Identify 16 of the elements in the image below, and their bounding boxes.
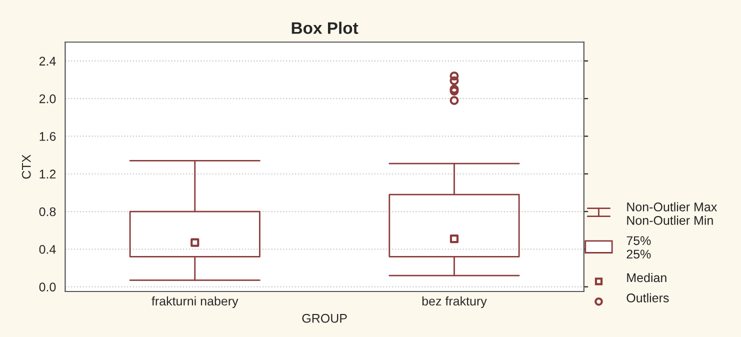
y-tick-label: 0.8 — [39, 207, 56, 216]
y-tick-label: 2.4 — [39, 56, 56, 66]
x-tick-label: frakturni nabery — [152, 296, 238, 308]
y-axis-title: CTX — [22, 154, 31, 179]
y-tick-label: 1.2 — [40, 170, 56, 178]
text: Non-Outlier Max Non-Outlier Min — [627, 202, 718, 225]
chart-title: Box Plot — [292, 22, 358, 34]
y-tick-label: 2.0 — [39, 94, 56, 104]
text: 75% 25% — [626, 236, 651, 259]
x-axis-title: GROUP — [302, 314, 347, 323]
x-tick-label: bez fraktury — [422, 296, 487, 308]
y-tick-label: 0.4 — [39, 244, 56, 254]
text: Median — [627, 272, 666, 282]
y-tick-label: 0.0 — [39, 282, 56, 292]
text: Outliers — [626, 293, 669, 302]
y-tick-label: 1.6 — [40, 132, 56, 141]
